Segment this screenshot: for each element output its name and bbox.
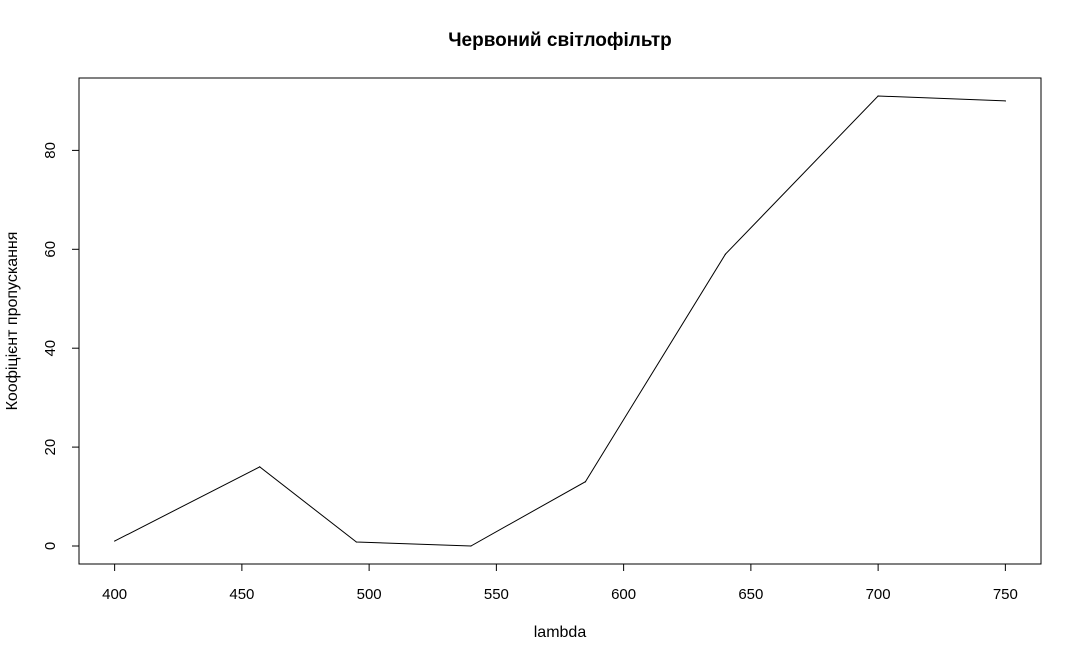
y-tick-label: 40 [42,340,59,357]
data-point [259,466,261,468]
y-tick-label: 60 [42,241,59,258]
y-axis-label: Коофіцієнт пропускання [4,232,21,411]
series-line [114,95,1006,547]
y-axis: 0 20 40 60 80 [42,142,80,550]
data-point [584,481,587,483]
x-tick-label: 500 [357,586,382,603]
x-tick-label: 650 [738,586,763,603]
x-tick-label: 750 [993,586,1018,603]
chart-title: Червоний світлофільтр [448,30,672,51]
plot-frame [78,77,1042,565]
data-point [355,541,358,543]
x-axis-label: lambda [534,624,587,641]
y-tick-label: 20 [42,439,59,456]
plot-lines [114,95,1006,547]
x-tick-label: 400 [102,586,127,603]
x-tick-label: 450 [229,586,254,603]
x-tick-label: 550 [484,586,509,603]
x-axis: 400 450 500 550 600 650 700 750 [102,563,1018,603]
x-tick-label: 700 [866,586,891,603]
data-point [470,545,472,547]
data-point [1004,100,1006,102]
data-point [877,95,879,97]
data-point [114,540,116,542]
data-point [724,253,727,255]
y-tick-label: 80 [42,142,59,159]
y-tick-label: 0 [42,542,59,550]
x-tick-label: 600 [611,586,636,603]
